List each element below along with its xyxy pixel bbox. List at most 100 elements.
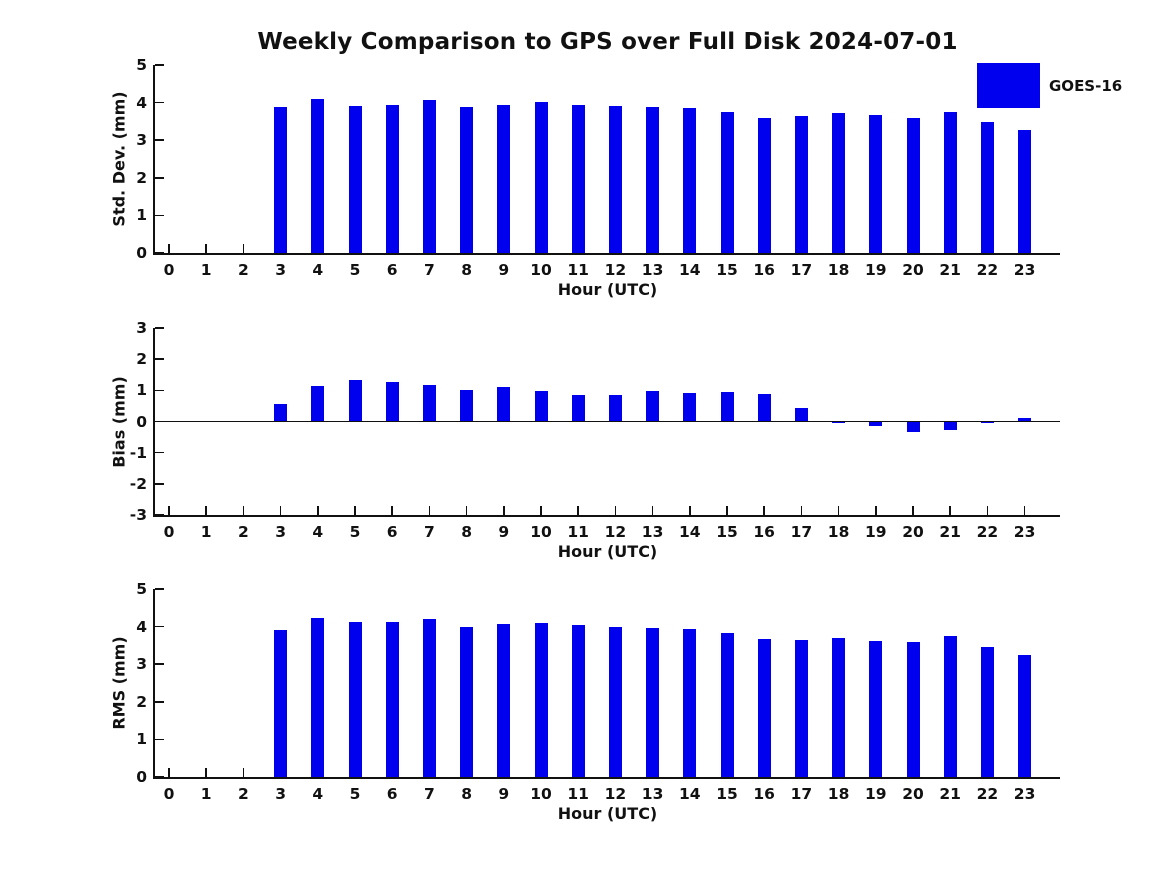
x-tick-label: 9: [498, 523, 510, 541]
y-axis-label: Bias (mm): [109, 375, 129, 468]
x-tick: [651, 244, 654, 253]
y-tick-label: -1: [129, 443, 147, 462]
x-tick: [465, 506, 468, 515]
x-tick: [800, 768, 803, 777]
x-tick: [651, 768, 654, 777]
x-tick-label: 6: [386, 261, 398, 279]
x-tick-label: 12: [604, 523, 627, 541]
x-tick: [242, 506, 245, 515]
y-axis-spine: [153, 589, 155, 779]
x-tick: [912, 768, 914, 777]
x-tick: [503, 244, 505, 253]
x-tick: [428, 244, 431, 253]
x-tick-label: 15: [716, 523, 738, 541]
y-tick: [155, 483, 164, 485]
y-tick: [155, 139, 164, 141]
bar: [274, 630, 288, 777]
x-tick-label: 3: [275, 785, 286, 803]
bar: [608, 626, 622, 777]
bar: [757, 393, 771, 422]
x-tick-label: 21: [939, 785, 961, 803]
x-tick: [689, 768, 691, 777]
y-tick: [155, 327, 164, 329]
bar: [348, 622, 362, 777]
x-tick: [391, 244, 393, 253]
bar: [534, 622, 548, 777]
x-tick: [317, 506, 319, 515]
x-tick: [763, 244, 765, 253]
x-tick: [205, 768, 207, 777]
x-tick-label: 11: [567, 261, 589, 279]
y-tick: [155, 663, 164, 665]
x-tick-label: 0: [163, 523, 175, 541]
bar: [869, 421, 883, 427]
x-tick-label: 7: [423, 261, 435, 279]
x-tick: [800, 506, 803, 515]
x-tick: [912, 244, 914, 253]
bar: [943, 421, 957, 431]
x-tick-label: 20: [902, 785, 924, 803]
bar: [794, 640, 808, 777]
x-tick-label: 1: [200, 785, 212, 803]
bar: [980, 647, 994, 777]
y-tick-label: 3: [136, 131, 147, 150]
x-tick-label: 14: [679, 261, 701, 279]
bar: [943, 112, 957, 253]
y-tick: [155, 252, 164, 254]
y-tick: [155, 177, 164, 179]
y-tick-label: -2: [129, 474, 147, 493]
bar: [534, 390, 548, 422]
bar: [683, 392, 697, 422]
bar: [385, 104, 399, 253]
x-tick-label: 12: [604, 261, 627, 279]
x-tick-label: 13: [641, 261, 664, 279]
y-tick: [155, 738, 164, 741]
x-tick: [986, 244, 989, 253]
x-tick-label: 19: [865, 261, 887, 279]
bar: [460, 389, 474, 422]
bar: [1018, 129, 1032, 253]
bar: [571, 625, 585, 777]
y-tick: [155, 588, 164, 590]
x-tick: [949, 768, 951, 777]
x-tick-label: 9: [498, 785, 510, 803]
x-tick-label: 17: [790, 261, 813, 279]
bar: [348, 380, 362, 422]
x-tick-label: 13: [641, 523, 664, 541]
bar: [683, 628, 697, 777]
x-tick-label: 9: [498, 261, 510, 279]
x-tick-label: 22: [976, 523, 999, 541]
x-tick-label: 4: [312, 785, 324, 803]
x-tick: [614, 506, 617, 515]
x-tick: [726, 244, 728, 253]
x-tick: [465, 768, 468, 777]
bar: [460, 626, 474, 777]
bar: [608, 105, 622, 253]
zero-line: [153, 420, 1060, 423]
y-tick-label: 1: [136, 730, 147, 749]
x-tick-label: 19: [865, 523, 887, 541]
bar: [794, 407, 808, 422]
x-axis-label: Hour (UTC): [557, 280, 658, 299]
bar: [943, 636, 957, 777]
legend: GOES-16: [977, 63, 1122, 108]
bar: [422, 384, 436, 422]
x-tick-label: 20: [902, 261, 924, 279]
bar: [980, 122, 994, 253]
x-tick-label: 20: [902, 523, 924, 541]
y-tick-label: 4: [136, 93, 147, 112]
x-tick: [428, 506, 431, 515]
x-tick-label: 4: [312, 261, 324, 279]
x-tick: [465, 244, 468, 253]
x-tick: [726, 506, 728, 515]
x-tick-label: 22: [976, 785, 999, 803]
x-tick: [540, 506, 542, 515]
x-tick: [689, 506, 691, 515]
x-tick: [763, 506, 765, 515]
x-tick: [317, 768, 319, 777]
bar: [311, 98, 325, 253]
bar: [497, 105, 511, 253]
x-tick-label: 8: [461, 785, 472, 803]
x-tick-label: 18: [827, 785, 850, 803]
